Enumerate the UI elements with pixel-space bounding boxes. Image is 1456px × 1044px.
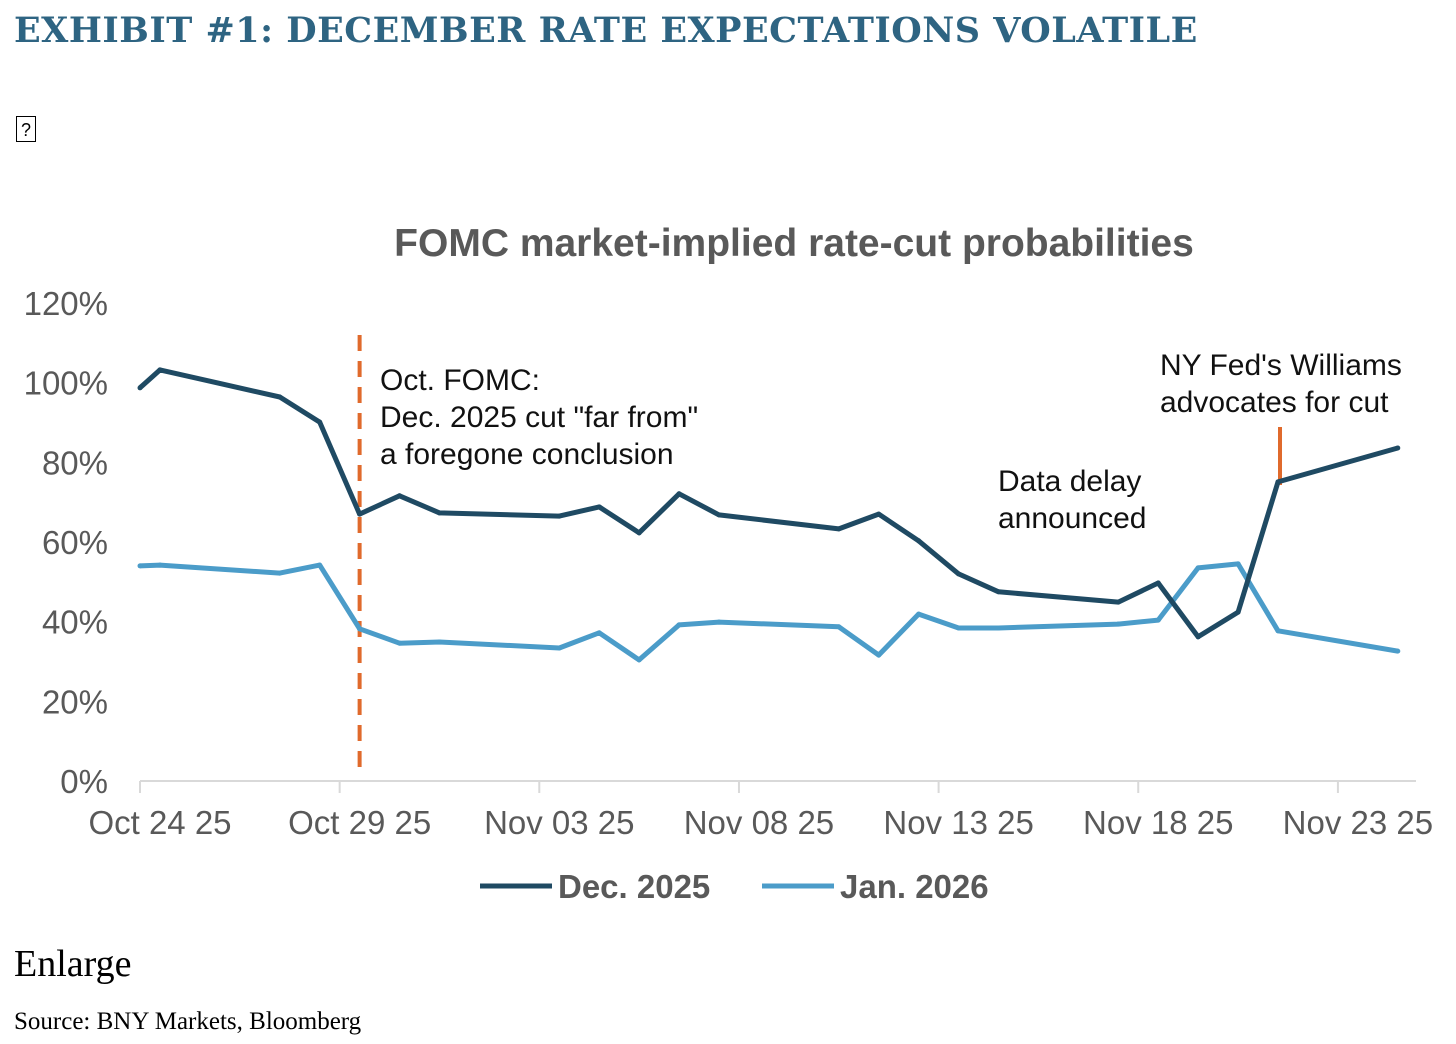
missing-image-glyph: ? xyxy=(16,116,36,142)
data-point xyxy=(836,526,842,532)
data-point xyxy=(916,538,922,544)
data-point xyxy=(436,639,442,645)
legend-label: Jan. 2026 xyxy=(840,868,989,905)
x-tick-label: Nov 13 25 xyxy=(883,804,1033,841)
data-point xyxy=(876,652,882,658)
data-point xyxy=(157,562,163,568)
data-point xyxy=(636,657,642,663)
x-tick-label: Oct 29 25 xyxy=(288,804,431,841)
data-point xyxy=(556,645,562,651)
x-tick-label: Nov 08 25 xyxy=(684,804,834,841)
data-point xyxy=(317,419,323,425)
legend-label: Dec. 2025 xyxy=(558,868,710,905)
source-note: Source: BNY Markets, Bloomberg xyxy=(14,1008,362,1035)
data-point xyxy=(1235,609,1241,615)
data-point xyxy=(995,625,1001,631)
enlarge-link[interactable]: Enlarge xyxy=(14,943,132,985)
y-tick-label: 20% xyxy=(42,683,108,720)
y-tick-label: 80% xyxy=(42,444,108,481)
x-tick-label: Nov 03 25 xyxy=(484,804,634,841)
data-point xyxy=(876,511,882,517)
data-point xyxy=(716,619,722,625)
x-tick-label: Nov 23 25 xyxy=(1283,804,1433,841)
data-point xyxy=(1275,479,1281,485)
data-point xyxy=(277,394,283,400)
annotation-text: Oct. FOMC: xyxy=(380,364,540,397)
data-point xyxy=(317,562,323,568)
x-tick-label: Oct 24 25 xyxy=(88,804,231,841)
data-point xyxy=(397,640,403,646)
data-point xyxy=(636,530,642,536)
data-point xyxy=(1235,561,1241,567)
data-point xyxy=(157,367,163,373)
data-point xyxy=(596,630,602,636)
data-point xyxy=(1115,599,1121,605)
data-point xyxy=(1395,445,1401,451)
annotation-text: Data delay xyxy=(998,465,1141,498)
data-point xyxy=(1155,617,1161,623)
data-point xyxy=(1115,621,1121,627)
data-point xyxy=(137,385,143,391)
data-point xyxy=(1155,580,1161,586)
data-point xyxy=(716,512,722,518)
data-point xyxy=(956,571,962,577)
data-point xyxy=(836,624,842,630)
annotation-text: Dec. 2025 cut "far from" xyxy=(380,401,698,434)
data-point xyxy=(357,511,363,517)
data-point xyxy=(1195,565,1201,571)
data-point xyxy=(436,510,442,516)
data-point xyxy=(596,504,602,510)
y-tick-label: 120% xyxy=(24,285,108,322)
annotation-text: announced xyxy=(998,502,1146,535)
data-point xyxy=(137,563,143,569)
data-point xyxy=(397,493,403,499)
data-point xyxy=(1275,628,1281,634)
data-point xyxy=(556,513,562,519)
y-tick-label: 0% xyxy=(60,763,108,800)
chart-title: FOMC market-implied rate-cut probabiliti… xyxy=(394,222,1194,265)
rate-cut-chart: FOMC market-implied rate-cut probabiliti… xyxy=(24,222,1434,905)
y-tick-label: 60% xyxy=(42,524,108,561)
data-point xyxy=(277,570,283,576)
y-tick-label: 100% xyxy=(24,365,108,402)
x-tick-label: Nov 18 25 xyxy=(1083,804,1233,841)
data-point xyxy=(956,625,962,631)
y-tick-label: 40% xyxy=(42,604,108,641)
series-line-jan-2026 xyxy=(139,561,1399,663)
annotation-text: a foregone conclusion xyxy=(380,438,674,471)
data-point xyxy=(995,589,1001,595)
exhibit-title: EXHIBIT #1: DECEMBER RATE EXPECTATIONS V… xyxy=(14,10,1198,51)
data-point xyxy=(1195,634,1201,640)
annotation-text: advocates for cut xyxy=(1160,386,1389,419)
data-point xyxy=(357,626,363,632)
annotation-text: NY Fed's Williams xyxy=(1160,349,1402,382)
data-point xyxy=(676,491,682,497)
data-point xyxy=(916,611,922,617)
data-point xyxy=(1395,648,1401,654)
data-point xyxy=(676,622,682,628)
